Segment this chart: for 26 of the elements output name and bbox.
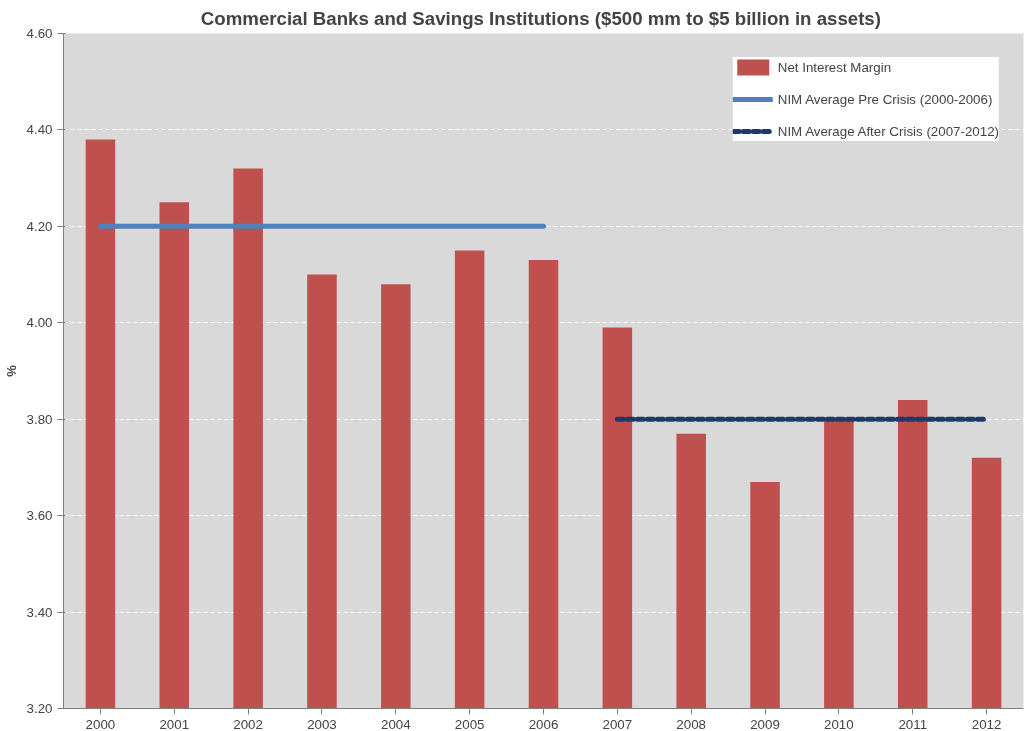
x-tick-label: 2011 <box>898 716 928 731</box>
x-tick-label: 2004 <box>380 716 412 731</box>
legend-label: NIM Average After Crisis (2007-2012) <box>777 123 999 139</box>
x-tick-label: 2012 <box>971 716 1002 731</box>
legend-label: Net Interest Margin <box>777 59 892 75</box>
chart-title: Commercial Banks and Savings Institutions ($500 mm to $5 billion in assets) <box>200 7 881 29</box>
x-tick-label: 2002 <box>233 716 263 731</box>
y-tick-label: 4.60 <box>26 26 53 41</box>
x-tick-label: 2006 <box>528 716 559 731</box>
x-tick-label: 2003 <box>307 716 337 731</box>
legend-label: NIM Average Pre Crisis (2000-2006) <box>777 91 993 107</box>
y-tick-label: 4.40 <box>26 122 53 138</box>
y-axis-title: % <box>3 364 19 377</box>
x-tick-label: 2008 <box>676 716 707 731</box>
x-tick-label: 2010 <box>824 716 854 731</box>
y-tick-label: 3.20 <box>26 701 53 716</box>
x-tick-label: 2005 <box>454 716 485 731</box>
x-tick-label: 2001 <box>159 716 190 731</box>
x-tick-label: 2007 <box>602 716 633 731</box>
x-tick-label: 2000 <box>85 716 116 731</box>
x-tick-label: 2009 <box>750 716 780 731</box>
y-tick-label: 4.20 <box>26 218 53 234</box>
y-tick-label: 3.60 <box>26 508 53 524</box>
y-tick-label: 3.40 <box>26 604 53 620</box>
y-tick-label: 4.00 <box>26 315 53 331</box>
y-tick-label: 3.80 <box>26 411 53 427</box>
